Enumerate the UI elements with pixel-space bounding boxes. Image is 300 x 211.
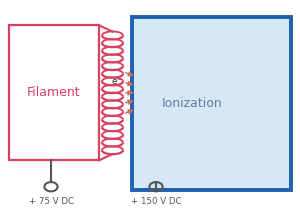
Text: e⁻: e⁻	[111, 77, 122, 86]
Text: Filament: Filament	[27, 86, 81, 99]
Bar	[132, 17, 291, 190]
Text: + 75 V DC: + 75 V DC	[28, 197, 74, 206]
Text: + 150 V DC: + 150 V DC	[131, 197, 181, 206]
Text: Ionization: Ionization	[162, 97, 223, 110]
Bar	[9, 25, 99, 160]
